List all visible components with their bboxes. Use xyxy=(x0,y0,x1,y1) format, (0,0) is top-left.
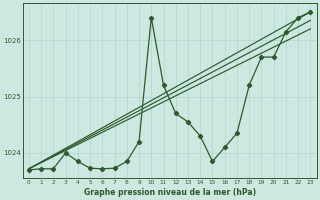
X-axis label: Graphe pression niveau de la mer (hPa): Graphe pression niveau de la mer (hPa) xyxy=(84,188,256,197)
